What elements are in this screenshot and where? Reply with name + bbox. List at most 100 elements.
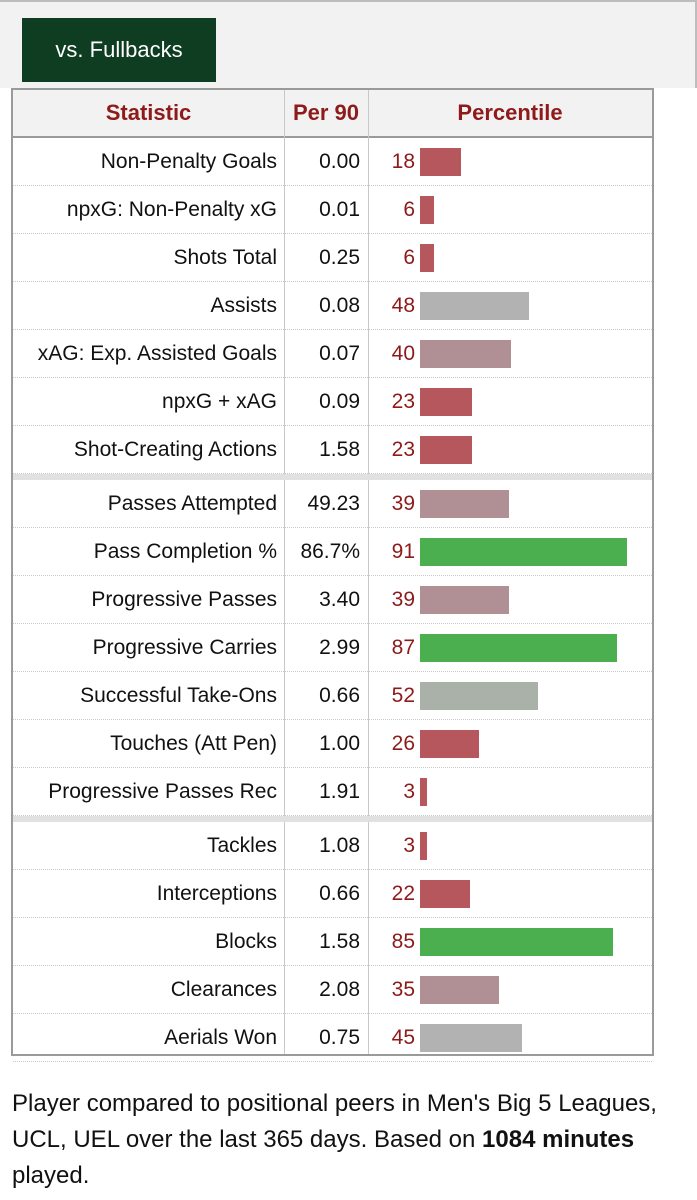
per90-value: 49.23 <box>307 492 360 515</box>
stat-name: Passes Attempted <box>107 492 277 515</box>
percentile-bar <box>420 880 470 908</box>
table-row: Blocks 1.58 85 <box>13 918 652 966</box>
table-row: Pass Completion % 86.7% 91 <box>13 528 652 576</box>
percentile-label: 3 <box>403 780 415 803</box>
percentile-label: 85 <box>391 930 415 953</box>
header-per90[interactable]: Per 90 <box>292 100 360 125</box>
percentile-bar <box>420 148 461 176</box>
table-row: Interceptions 0.66 22 <box>13 870 652 918</box>
percentile-bar <box>420 730 479 758</box>
stat-name: Non-Penalty Goals <box>100 150 277 173</box>
row-divider <box>13 575 652 576</box>
percentile-label: 40 <box>391 342 415 365</box>
table-row: Shot-Creating Actions 1.58 23 <box>13 426 652 474</box>
header-percentile[interactable]: Percentile <box>457 100 563 125</box>
column-divider-1 <box>284 90 285 1054</box>
row-divider <box>13 281 652 282</box>
table-row: npxG + xAG 0.09 23 <box>13 378 652 426</box>
stat-name: Pass Completion % <box>93 540 277 563</box>
tab-vs-fullbacks[interactable]: vs. Fullbacks <box>22 18 216 82</box>
percentile-label: 23 <box>391 438 415 461</box>
percentile-bar <box>420 388 472 416</box>
stat-name: npxG: Non-Penalty xG <box>66 198 277 221</box>
per90-value: 0.01 <box>319 198 360 221</box>
stat-name: Successful Take-Ons <box>80 684 277 707</box>
stat-name: Blocks <box>215 930 277 953</box>
stat-name: Shots Total <box>173 246 277 269</box>
percentile-bar <box>420 928 613 956</box>
stat-name: Aerials Won <box>164 1026 277 1049</box>
percentile-label: 23 <box>391 390 415 413</box>
table-row: Clearances 2.08 35 <box>13 966 652 1014</box>
percentile-label: 6 <box>403 198 415 221</box>
percentile-label: 39 <box>391 588 415 611</box>
row-divider <box>13 623 652 624</box>
row-divider <box>13 425 652 426</box>
group-separator <box>13 816 652 822</box>
caption-text: Player compared to positional peers in M… <box>12 1090 657 1153</box>
table-header: Statistic Per 90 Percentile <box>13 90 652 138</box>
percentile-label: 45 <box>391 1026 415 1049</box>
per90-value: 0.08 <box>319 294 360 317</box>
caption-minutes: 1084 minutes <box>482 1126 635 1153</box>
per90-value: 1.58 <box>319 438 360 461</box>
per90-value: 0.09 <box>319 390 360 413</box>
row-divider <box>13 473 652 474</box>
table-row: Progressive Carries 2.99 87 <box>13 624 652 672</box>
table-row: Non-Penalty Goals 0.00 18 <box>13 138 652 186</box>
table-row: Assists 0.08 48 <box>13 282 652 330</box>
percentile-bar <box>420 976 499 1004</box>
row-divider <box>13 377 652 378</box>
caption-text-end: played. <box>12 1162 90 1189</box>
per90-value: 0.07 <box>319 342 360 365</box>
stat-name: Progressive Passes Rec <box>48 780 277 803</box>
row-divider <box>13 671 652 672</box>
percentile-bar <box>420 196 434 224</box>
table-row: Tackles 1.08 3 <box>13 822 652 870</box>
table-row: Touches (Att Pen) 1.00 26 <box>13 720 652 768</box>
table-row: Progressive Passes 3.40 39 <box>13 576 652 624</box>
row-divider <box>13 719 652 720</box>
per90-value: 0.66 <box>319 882 360 905</box>
caption: Player compared to positional peers in M… <box>12 1086 692 1194</box>
table-row: Successful Take-Ons 0.66 52 <box>13 672 652 720</box>
percentile-label: 22 <box>391 882 415 905</box>
table-row: xAG: Exp. Assisted Goals 0.07 40 <box>13 330 652 378</box>
stat-name: Progressive Passes <box>91 588 277 611</box>
header-statistic[interactable]: Statistic <box>105 100 192 125</box>
percentile-label: 3 <box>403 834 415 857</box>
row-divider <box>13 1061 652 1062</box>
percentile-bar <box>420 634 617 662</box>
percentile-bar <box>420 778 427 806</box>
per90-value: 0.75 <box>319 1026 360 1049</box>
per90-value: 1.58 <box>319 930 360 953</box>
per90-value: 0.66 <box>319 684 360 707</box>
percentile-bar <box>420 682 538 710</box>
row-divider <box>13 869 652 870</box>
stat-name: Clearances <box>170 978 277 1001</box>
table-row: Passes Attempted 49.23 39 <box>13 480 652 528</box>
per90-value: 0.25 <box>319 246 360 269</box>
row-divider <box>13 527 652 528</box>
percentile-bar <box>420 340 511 368</box>
per90-value: 3.40 <box>319 588 360 611</box>
per90-value: 0.00 <box>319 150 360 173</box>
table-row: npxG: Non-Penalty xG 0.01 6 <box>13 186 652 234</box>
tab-bar: vs. Fullbacks <box>0 0 697 88</box>
table-row: Aerials Won 0.75 45 <box>13 1014 652 1062</box>
percentile-label: 91 <box>391 540 415 563</box>
row-divider <box>13 815 652 816</box>
row-divider <box>13 767 652 768</box>
row-divider <box>13 329 652 330</box>
table-row: Progressive Passes Rec 1.91 3 <box>13 768 652 816</box>
percentile-label: 39 <box>391 492 415 515</box>
percentile-bar <box>420 538 627 566</box>
stat-name: Assists <box>210 294 277 317</box>
row-divider <box>13 965 652 966</box>
row-divider <box>13 917 652 918</box>
stat-name: Touches (Att Pen) <box>110 732 277 755</box>
percentile-label: 87 <box>391 636 415 659</box>
percentile-bar <box>420 436 472 464</box>
percentile-bar <box>420 490 509 518</box>
per90-value: 1.91 <box>319 780 360 803</box>
